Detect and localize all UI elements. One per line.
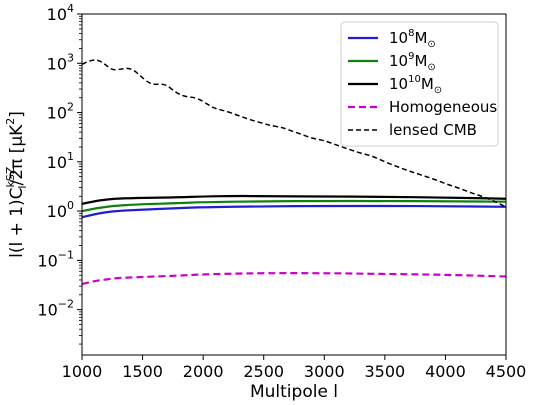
x-axis-label: Multipole l bbox=[250, 382, 338, 402]
y-tick-exponent: −2 bbox=[58, 298, 74, 311]
x-tick-label: 1500 bbox=[122, 362, 163, 381]
y-tick-exponent: −1 bbox=[58, 248, 74, 261]
y-tick-exponent: 2 bbox=[67, 101, 74, 114]
y-tick-exponent: 0 bbox=[67, 199, 74, 212]
x-tick-label: 4500 bbox=[486, 362, 527, 381]
legend-label: 108M⊙ bbox=[389, 28, 436, 50]
y-label-part: /2π [μK bbox=[7, 124, 27, 186]
plot-frame bbox=[81, 13, 507, 356]
y-tick-label: 100 bbox=[47, 199, 74, 221]
y-label-part: kSZ bbox=[4, 166, 17, 187]
legend: 108M⊙109M⊙1010M⊙ Homogeneous lensed CMB bbox=[340, 21, 499, 147]
y-label-part: l bbox=[16, 186, 29, 189]
y-tick-base: 10 bbox=[47, 153, 67, 172]
legend-label: 109M⊙ bbox=[389, 51, 436, 73]
y-label-part: 2 bbox=[4, 118, 17, 125]
y-tick-exponent: 3 bbox=[67, 51, 74, 64]
series-line-1 bbox=[82, 199, 506, 213]
y-tick-base: 10 bbox=[47, 5, 67, 24]
y-tick-base: 10 bbox=[47, 202, 67, 221]
series-line-2 bbox=[82, 194, 506, 205]
legend-box bbox=[340, 21, 499, 147]
x-tick-label: 4000 bbox=[425, 362, 466, 381]
x-tick-label: 3000 bbox=[304, 362, 345, 381]
y-tick-base: 10 bbox=[37, 251, 57, 270]
x-tick-label: 2500 bbox=[243, 362, 284, 381]
y-tick-base: 10 bbox=[37, 301, 57, 320]
legend-label: Homogeneous bbox=[389, 98, 497, 116]
y-tick-label: 101 bbox=[47, 150, 74, 172]
y-tick-base: 10 bbox=[47, 104, 67, 123]
y-tick-exponent: 4 bbox=[67, 2, 74, 15]
legend-label: lensed CMB bbox=[389, 121, 477, 139]
y-tick-label: 103 bbox=[47, 51, 74, 73]
series-line-3 bbox=[82, 272, 506, 286]
plot-lines bbox=[82, 59, 506, 286]
y-tick-label: 102 bbox=[47, 101, 74, 123]
y-label-part: l(l + 1)C bbox=[7, 187, 27, 257]
x-tick-label: 1000 bbox=[62, 362, 103, 381]
y-tick-base: 10 bbox=[47, 54, 67, 73]
series-line-4 bbox=[82, 59, 506, 208]
y-tick-label: 10−2 bbox=[37, 298, 74, 320]
x-tick-label: 3500 bbox=[364, 362, 405, 381]
series-line-0 bbox=[82, 204, 506, 219]
y-axis-label: l(l + 1)CkSZl/2π [μK2] bbox=[4, 111, 29, 258]
x-tick-label: 2000 bbox=[183, 362, 224, 381]
y-tick-label: 104 bbox=[47, 2, 74, 24]
y-label-part: ] bbox=[7, 111, 27, 118]
y-tick-exponent: 1 bbox=[67, 150, 74, 163]
legend-label: 1010M⊙ bbox=[389, 74, 442, 96]
x-axis: 1000 1500 2000 2500 3000 3500 4000 4500 bbox=[62, 355, 527, 381]
y-tick-label: 10−1 bbox=[37, 248, 74, 270]
